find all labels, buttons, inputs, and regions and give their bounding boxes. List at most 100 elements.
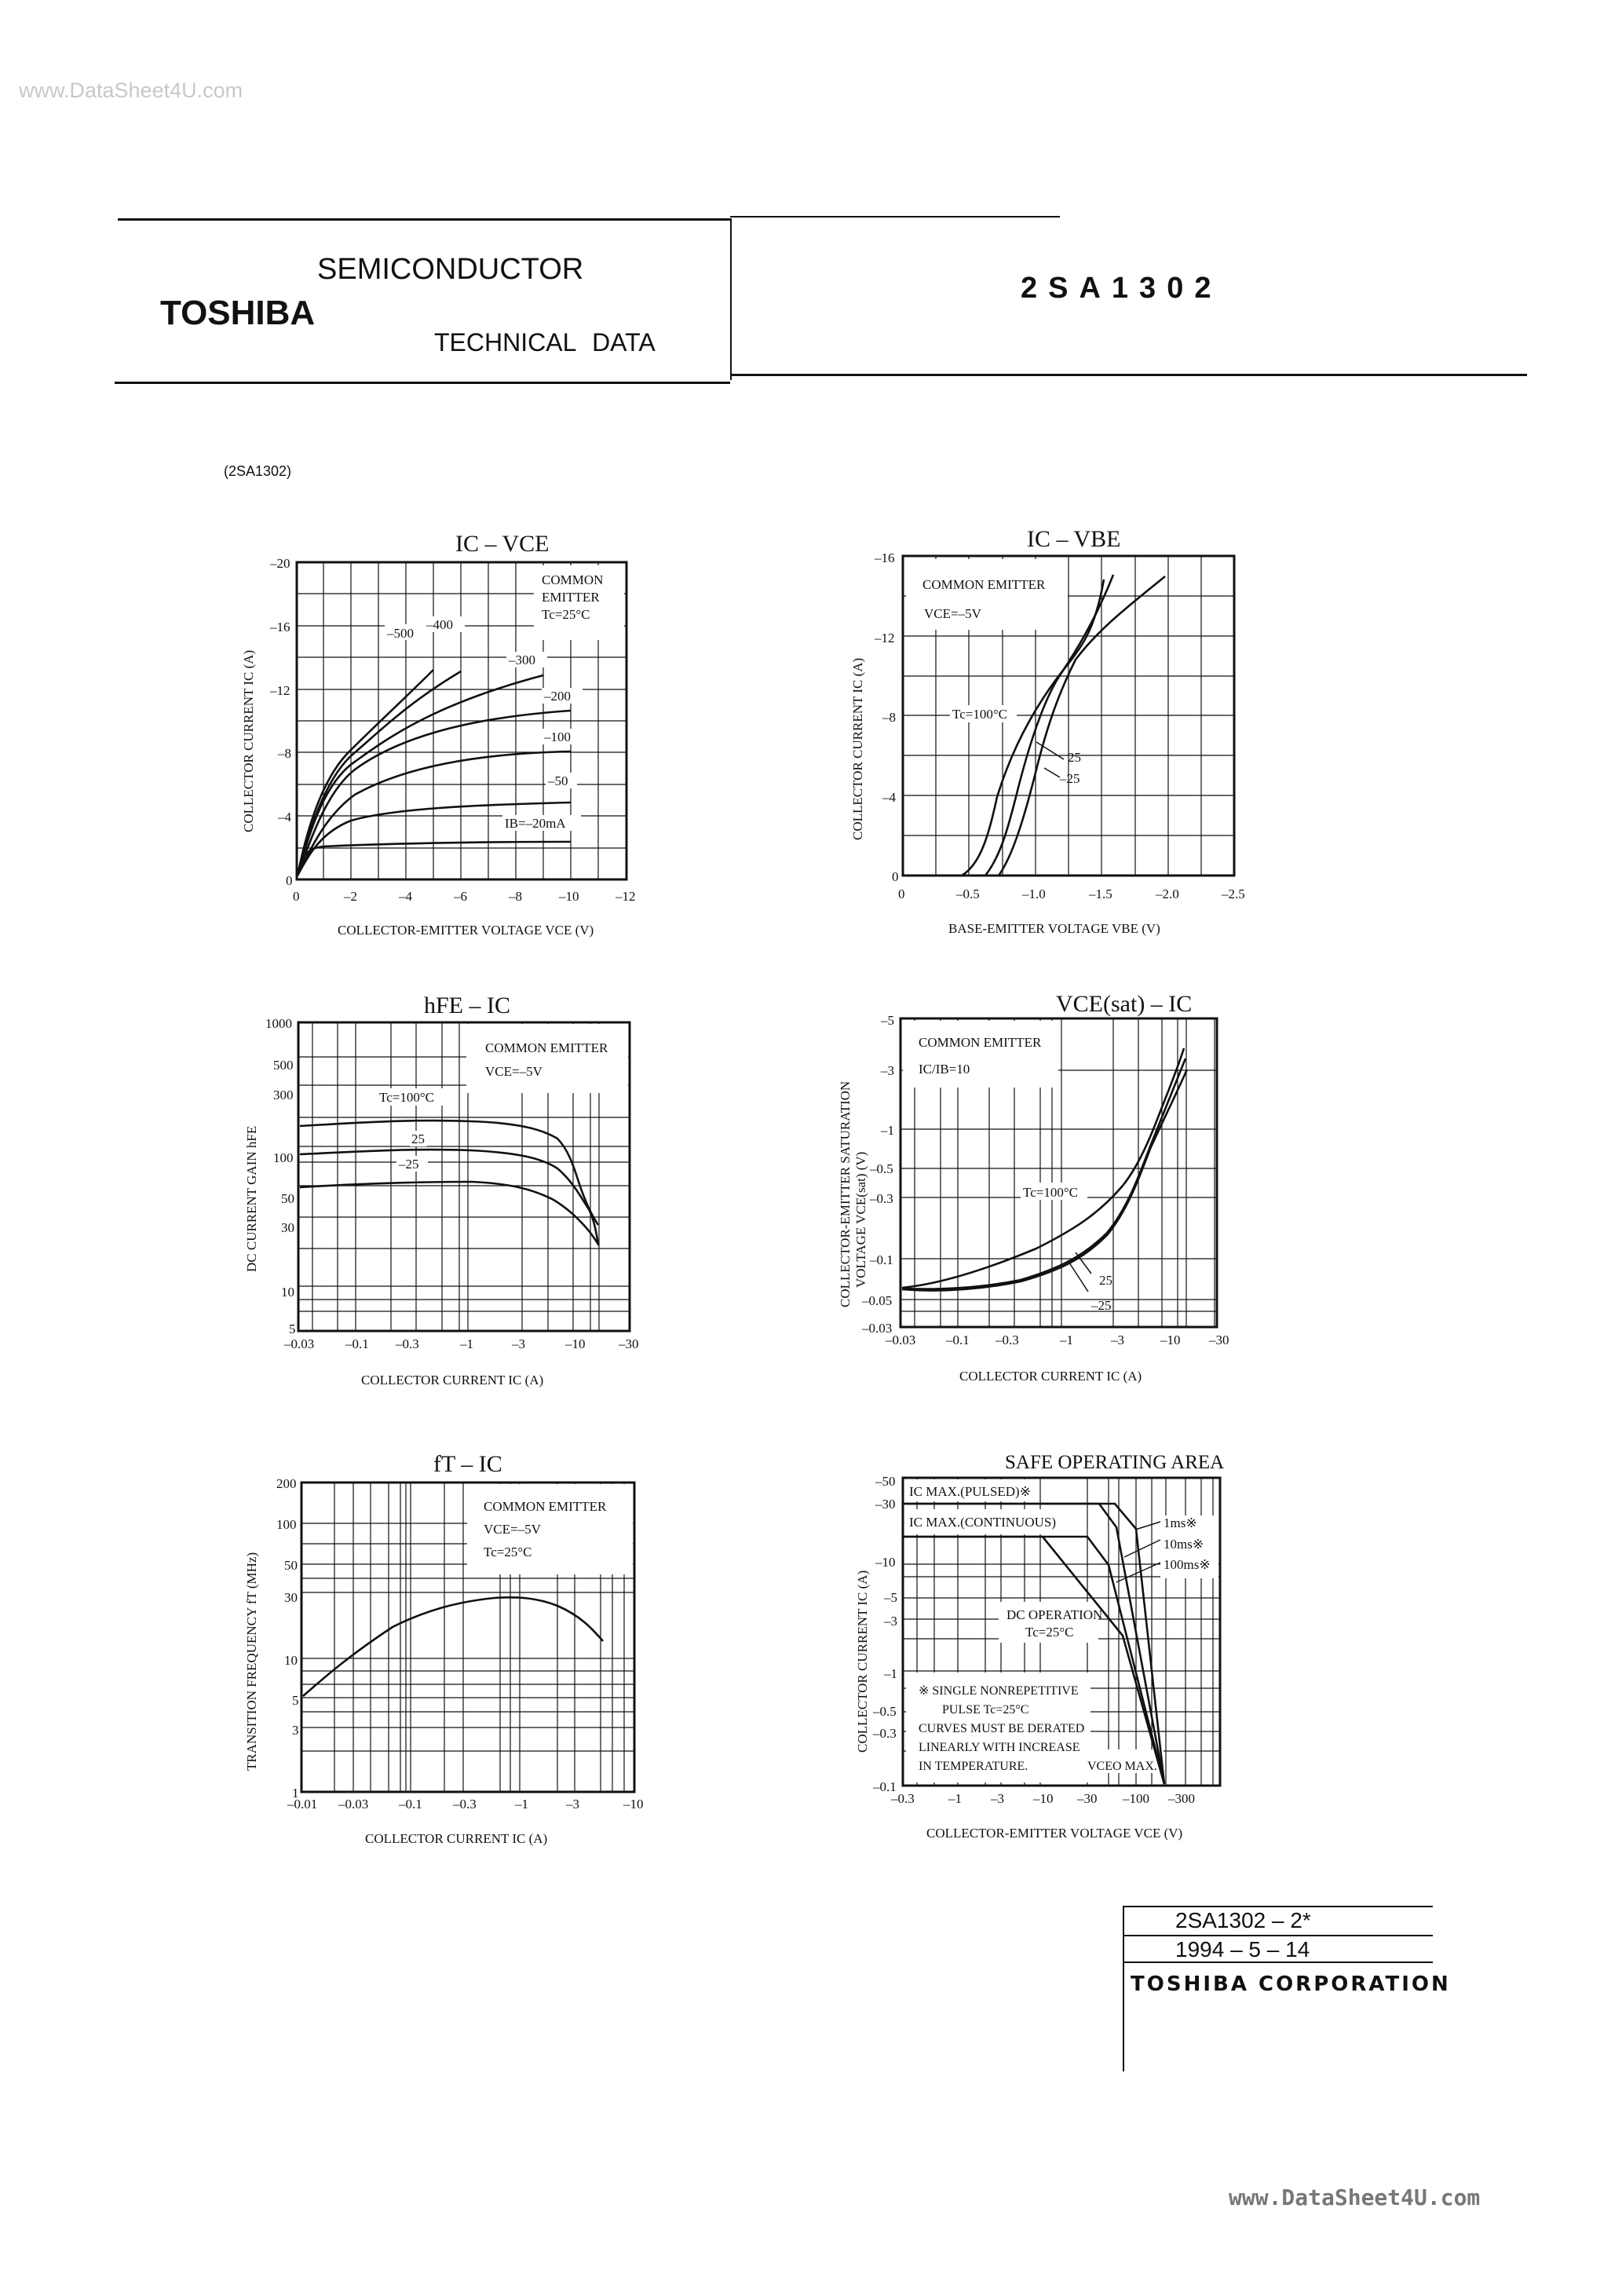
y-axis-label-line1: COLLECTOR-EMITTER SATURATION [838,1081,853,1307]
svg-text:3: 3 [292,1723,299,1738]
svg-text:–1.0: –1.0 [1021,887,1046,901]
svg-text:25: 25 [1068,750,1081,765]
svg-text:500: 500 [273,1058,294,1073]
svg-text:–3: –3 [565,1797,579,1812]
svg-text:–0.5: –0.5 [955,887,980,901]
svg-text:–0.03: –0.03 [885,1333,915,1347]
svg-text:–10: –10 [1160,1333,1181,1347]
note-vce: VCE=–5V [485,1064,543,1079]
svg-text:–0.03: –0.03 [338,1797,368,1812]
part-number: 2SA1302 [1021,272,1222,305]
svg-text:–500: –500 [386,626,414,641]
svg-text:5: 5 [292,1693,299,1708]
svg-text:–1: –1 [459,1336,473,1351]
svg-text:–2.0: –2.0 [1155,887,1179,901]
arrows [1116,1521,1161,1583]
svg-text:25: 25 [411,1132,425,1146]
soa-curves [903,1502,1166,1785]
y-axis-label: DC CURRENT GAIN hFE [244,1126,259,1272]
tc-labels: Tc=100°C 25 –25 [950,705,1081,786]
note-vce: VCE=–5V [924,606,982,621]
svg-text:0: 0 [892,869,899,884]
y-axis-label: COLLECTOR CURRENT IC (A) [241,650,256,832]
svg-text:–0.3: –0.3 [890,1791,915,1806]
svg-text:–200: –200 [543,689,571,704]
chart-title: VCE(sat) – IC [1056,991,1192,1017]
y-axis-label: COLLECTOR CURRENT IC (A) [855,1570,870,1753]
tc-labels: Tc=100°C 25 –25 [377,1088,446,1172]
svg-text:–4: –4 [398,889,413,904]
svg-text:–3: –3 [880,1063,894,1078]
chart-title: IC – VBE [1027,526,1120,552]
svg-text:–0.1: –0.1 [345,1336,369,1351]
header-top-rule [118,218,730,221]
svg-text:–1: –1 [880,1123,894,1138]
svg-text:–0.1: –0.1 [398,1797,422,1812]
svg-text:Tc=100°C: Tc=100°C [379,1090,434,1105]
svg-text:–30: –30 [1208,1333,1229,1347]
svg-text:IB=–20mA: IB=–20mA [505,816,566,831]
svg-text:–30: –30 [1076,1791,1098,1806]
note-line4: LINEARLY WITH INCREASE [919,1741,1080,1754]
svg-text:–5: –5 [883,1590,897,1605]
svg-text:–2: –2 [343,889,357,904]
y-tick-labels: –5 –3 –1 –0.5 –0.3 –0.1 –0.05 –0.03 [861,1013,894,1336]
note-tc: Tc=25°C [484,1545,532,1559]
svg-text:–20: –20 [269,556,290,571]
x-tick-labels: 0 –0.5 –1.0 –1.5 –2.0 –2.5 [898,887,1245,901]
svg-text:–3: –3 [511,1336,525,1351]
svg-text:–1: –1 [948,1791,962,1806]
note-vce: VCE=–5V [484,1522,542,1537]
svg-text:–100: –100 [543,729,571,744]
svg-text:0: 0 [898,887,905,901]
svg-text:–10: –10 [558,889,579,904]
page-part-label: (2SA1302) [224,463,292,479]
curves [961,574,1166,877]
svg-text:–0.5: –0.5 [872,1704,897,1719]
chart-hfe-ic: hFE – IC COMMON EMITTER VCE=–5V Tc=100°C… [244,993,639,1387]
header-bottom-rule [115,382,730,384]
svg-text:100: 100 [276,1517,297,1532]
svg-text:0: 0 [293,889,300,904]
note-line5: IN TEMPERATURE. [919,1760,1028,1773]
svg-text:–8: –8 [882,710,896,725]
svg-text:–8: –8 [277,746,291,761]
legend-1ms: 1ms※ [1164,1515,1197,1530]
x-axis-label: COLLECTOR CURRENT IC (A) [361,1373,543,1387]
svg-text:–10: –10 [623,1797,644,1812]
svg-text:10: 10 [281,1285,294,1300]
dc-operation-label: DC OPERATION [1006,1607,1102,1622]
chart-ic-vce: IC – VCE COMMON EMITTER Tc=25°C –500 –40… [241,531,636,938]
svg-text:10: 10 [284,1653,298,1668]
svg-text:–25: –25 [1059,771,1080,786]
footer-rule-1 [1123,1906,1433,1907]
dc-tc-label: Tc=25°C [1025,1625,1073,1640]
svg-text:300: 300 [273,1088,294,1102]
chart-vcesat-ic: VCE(sat) – IC COMMON EMITTER IC/IB=10 Tc… [838,991,1229,1384]
legend-10ms: 10ms※ [1164,1537,1204,1552]
legend-100ms: 100ms※ [1164,1557,1211,1572]
x-axis-label: COLLECTOR CURRENT IC (A) [959,1369,1142,1384]
svg-text:–100: –100 [1122,1791,1149,1806]
footer-doc-id: 2SA1302 – 2* [1175,1908,1311,1932]
svg-text:–0.03: –0.03 [283,1336,314,1351]
svg-text:–12: –12 [874,631,895,645]
svg-text:–0.05: –0.05 [861,1293,892,1308]
curves [296,669,572,876]
semiconductor-label: SEMICONDUCTOR [317,253,584,286]
svg-text:1000: 1000 [265,1016,292,1031]
y-axis-label: TRANSITION FREQUENCY fT (MHz) [244,1552,259,1771]
svg-text:–0.3: –0.3 [995,1333,1019,1347]
svg-text:–0.3: –0.3 [395,1336,419,1351]
svg-text:–4: –4 [277,810,292,824]
chart-safe-operating-area: SAFE OPERATING AREA IC MAX.(PULSED)※ IC … [855,1452,1224,1841]
svg-text:–12: –12 [615,889,636,904]
chart-title: IC – VCE [455,531,549,557]
svg-text:–16: –16 [874,550,895,565]
svg-text:Tc=100°C: Tc=100°C [1023,1185,1078,1200]
svg-text:–1: –1 [883,1666,897,1681]
arrows [1067,1252,1092,1292]
svg-text:25: 25 [1099,1273,1112,1288]
curves [299,1119,601,1246]
technical-data-label: TECHNICAL DATA [434,328,656,356]
